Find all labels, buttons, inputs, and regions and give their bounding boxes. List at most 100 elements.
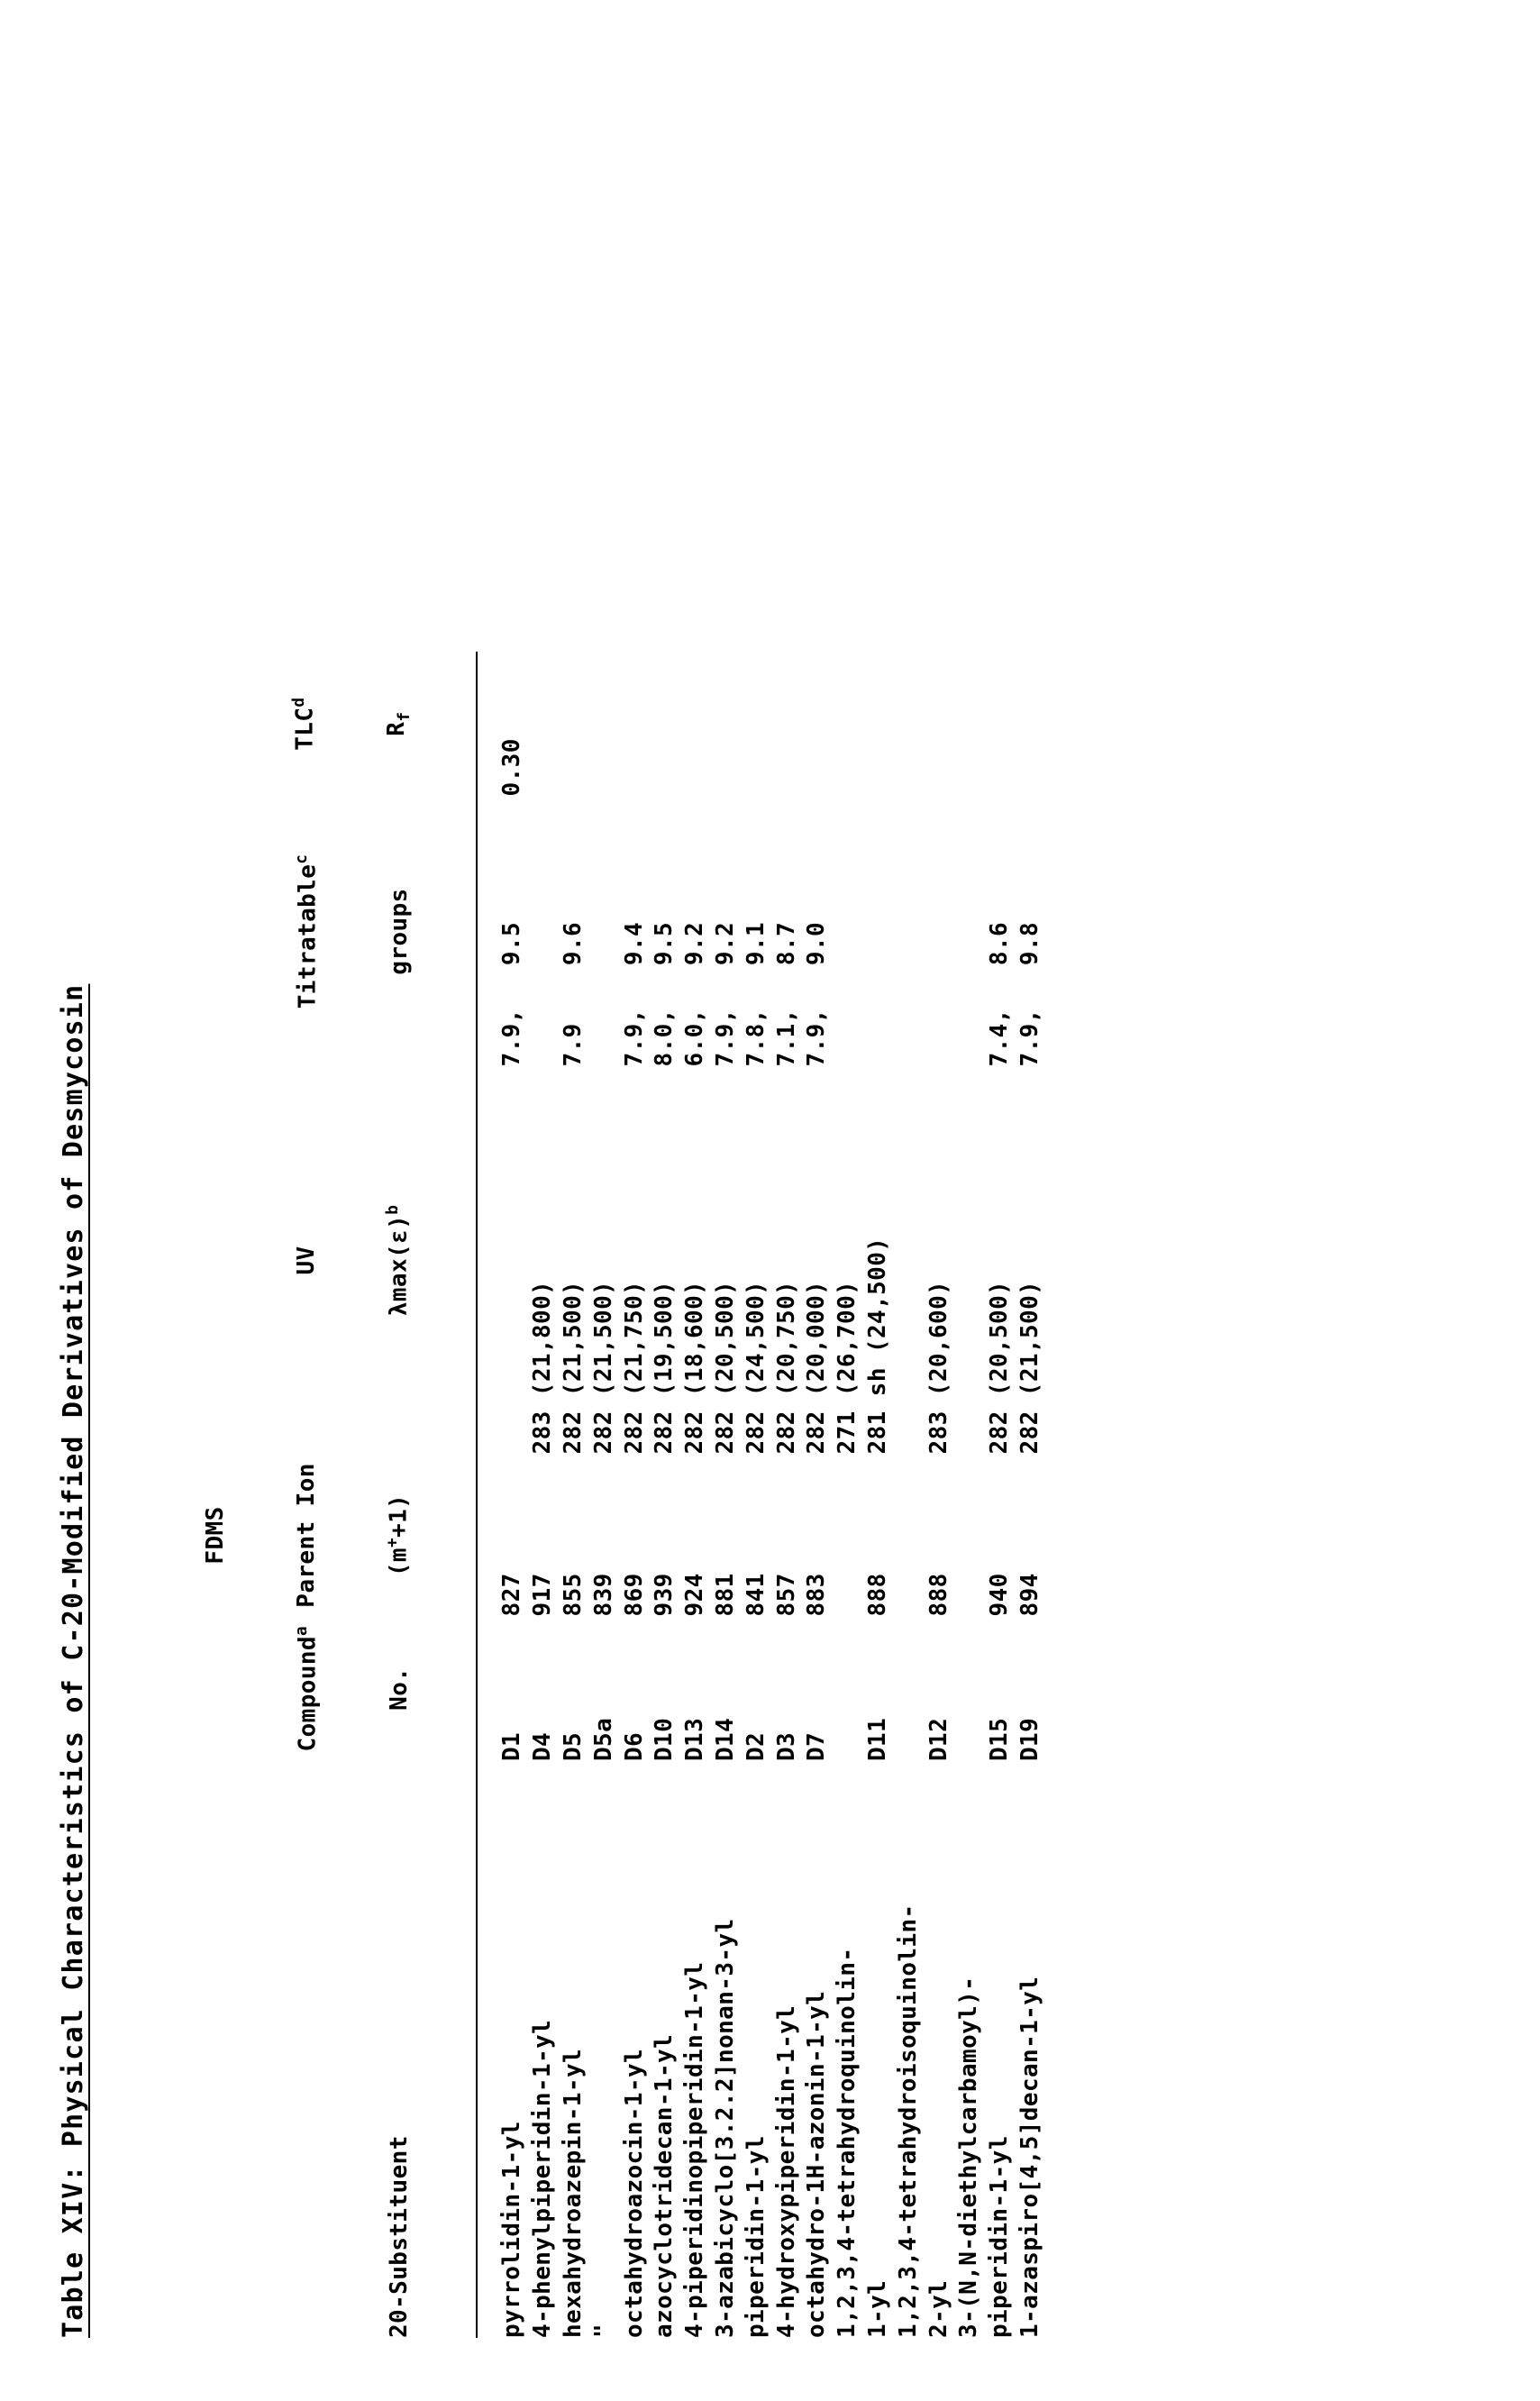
cell-compound-no: D15 <box>954 1616 1016 1761</box>
cell-tlc-rf <box>589 652 620 797</box>
cell-compound-no: D7 <box>802 1616 833 1761</box>
cell-substituent: 4-phenylpiperidin-1-yl <box>528 1761 559 2338</box>
substituent-line-1: 1,2,3,4-tetrahydroquinolin- <box>833 1761 863 2338</box>
cell-compound-no: D1 <box>477 1616 528 1761</box>
substituent-line-1: 4-hydroxypiperidin-1-yl <box>772 1761 803 2338</box>
cell-substituent: 4-piperidinopiperidin-1-yl <box>680 1761 711 2338</box>
cell-substituent: pyrrolidin-1-yl <box>477 1761 528 2338</box>
cell-titratable-groups <box>589 796 620 1066</box>
cell-uv: 282 (20,000) <box>802 1066 833 1454</box>
cell-titratable-groups: 7.9, 9.0 <box>802 796 833 1066</box>
cell-uv: 283 (20,600) <box>894 1066 955 1454</box>
cell-fdms: 924 <box>680 1454 711 1616</box>
titratable-header-footnote: c <box>293 854 311 864</box>
uv-line-1: 282 (21,500) <box>1016 1066 1046 1454</box>
uv-line-1: 282 (20,750) <box>772 1066 803 1454</box>
cell-titratable-groups: 6.0, 9.2 <box>680 796 711 1066</box>
cell-uv: 282 (20,500) <box>954 1066 1016 1454</box>
cell-fdms: 940 <box>954 1454 1016 1616</box>
cell-substituent: 1,2,3,4-tetrahydroisoquinolin-2-yl <box>894 1761 955 2338</box>
uv-header-line2: λmax(ε) <box>386 1215 413 1316</box>
substituent-line-1: 4-phenylpiperidin-1-yl <box>528 1761 559 2338</box>
cell-tlc-rf <box>680 652 711 797</box>
table-row: 1-azaspiro[4,5]decan-1-ylD19894282 (21,5… <box>1016 652 1046 2338</box>
cell-tlc-rf <box>802 652 833 797</box>
table-body: pyrrolidin-1-ylD18277.9, 9.50.304-phenyl… <box>477 652 1045 2338</box>
cell-uv: 271 (26,700)281 sh (24,500) <box>833 1066 894 1454</box>
tlc-header-rf: R <box>383 722 410 736</box>
substituent-line-1: 3-azabicyclo[3.2.2]nonan-3-yl <box>711 1761 742 2338</box>
cell-tlc-rf <box>650 652 680 797</box>
cell-uv: 282 (20,750) <box>772 1066 803 1454</box>
substituent-line-2: 2-yl <box>925 1761 955 2338</box>
cell-fdms: 939 <box>650 1454 680 1616</box>
cell-tlc-rf <box>954 652 1016 797</box>
cell-compound-no: D14 <box>711 1616 742 1761</box>
cell-fdms: 841 <box>742 1454 772 1616</box>
cell-titratable-groups: 7.8, 9.1 <box>742 796 772 1066</box>
cell-fdms: 894 <box>1016 1454 1046 1616</box>
cell-uv: 283 (21,800) <box>528 1066 559 1454</box>
header-row: 20-Substituent Compounda No. FDMS Parent… <box>140 652 477 2338</box>
uv-line-1: 282 (21,750) <box>620 1066 651 1454</box>
cell-titratable-groups: 7.4, 8.6 <box>954 796 1016 1066</box>
uv-line-2: 281 sh (24,500) <box>863 1066 894 1454</box>
table-row: piperidin-1-ylD2841282 (24,500)7.8, 9.1 <box>742 652 772 2338</box>
substituent-line-1: piperidin-1-yl <box>742 1761 772 2338</box>
uv-line-1: 282 (24,500) <box>742 1066 772 1454</box>
cell-substituent: piperidin-1-yl <box>742 1761 772 2338</box>
substituent-header-label: 20-Substituent <box>385 1761 415 2338</box>
table-row: 4-piperidinopiperidin-1-ylD13924282 (18,… <box>680 652 711 2338</box>
cell-titratable-groups: 7.9, 9.4 <box>620 796 651 1066</box>
cell-uv: 282 (20,500) <box>711 1066 742 1454</box>
uv-line-1: 282 (18,600) <box>680 1066 711 1454</box>
cell-compound-no: D5a <box>589 1616 620 1761</box>
table-header: 20-Substituent Compounda No. FDMS Parent… <box>140 652 477 2338</box>
table-row: 3-azabicyclo[3.2.2]nonan-3-ylD14881282 (… <box>711 652 742 2338</box>
cell-tlc-rf <box>833 652 894 797</box>
column-header-compound-no: Compounda No. <box>140 1616 477 1761</box>
titratable-header-line1: Titratable <box>295 864 322 1009</box>
cell-uv: 282 (21,500) <box>589 1066 620 1454</box>
cell-substituent: 1-azaspiro[4,5]decan-1-yl <box>1016 1761 1046 2338</box>
substituent-line-1: 1,2,3,4-tetrahydroisoquinolin- <box>894 1761 925 2338</box>
cell-fdms: 883 <box>802 1454 833 1616</box>
table-row: 1,2,3,4-tetrahydroquinolin-1-ylD11888271… <box>833 652 894 2338</box>
cell-tlc-rf <box>711 652 742 797</box>
tlc-header-line1: TLC <box>291 708 318 751</box>
cell-fdms: 857 <box>772 1454 803 1616</box>
table-row: 4-hydroxypiperidin-1-ylD3857282 (20,750)… <box>772 652 803 2338</box>
cell-compound-no: D2 <box>742 1616 772 1761</box>
tlc-header-rf-sub: f <box>396 712 414 722</box>
column-header-substituent: 20-Substituent <box>140 1761 477 2338</box>
uv-header-line1: UV <box>292 1066 323 1454</box>
cell-tlc-rf <box>742 652 772 797</box>
substituent-line-1: 4-piperidinopiperidin-1-yl <box>680 1761 711 2338</box>
table-row: 3-(N,N-diethylcarbamoyl)-piperidin-1-ylD… <box>954 652 1016 2338</box>
compound-header-line2: No. <box>385 1616 415 1761</box>
cell-substituent: azocyclotridecan-1-yl <box>650 1761 680 2338</box>
cell-fdms: 888 <box>833 1454 894 1616</box>
uv-line-1: 282 (20,500) <box>985 1066 1016 1454</box>
cell-compound-no: D10 <box>650 1616 680 1761</box>
cell-titratable-groups: 7.9, 9.5 <box>477 796 528 1066</box>
substituent-line-1: pyrrolidin-1-yl <box>497 1761 528 2338</box>
cell-tlc-rf <box>620 652 651 797</box>
fdms-header-plus: + <box>384 1538 402 1547</box>
substituent-line-1: " <box>589 1761 620 2338</box>
fdms-header-line3-end: +1) <box>386 1494 413 1538</box>
cell-titratable-groups: 7.9, 9.8 <box>1016 796 1046 1066</box>
table-row: octahydroazocin-1-ylD6869282 (21,750)7.9… <box>620 652 651 2338</box>
substituent-line-1: octahydro-1H-azonin-1-yl <box>802 1761 833 2338</box>
cell-titratable-groups <box>894 796 955 1066</box>
uv-line-1: 283 (20,600) <box>925 1066 955 1454</box>
cell-substituent: octahydro-1H-azonin-1-yl <box>802 1761 833 2338</box>
cell-compound-no: D3 <box>772 1616 803 1761</box>
cell-fdms: 839 <box>589 1454 620 1616</box>
cell-tlc-rf <box>559 652 589 797</box>
cell-compound-no: D13 <box>680 1616 711 1761</box>
column-header-tlc-rf: TLCd Rf <box>140 652 477 797</box>
column-header-titratable-groups: Titratablec groups <box>140 796 477 1066</box>
page-title: Table XIV: Physical Characteristics of C… <box>58 52 89 2338</box>
cell-uv: 282 (21,500) <box>559 1066 589 1454</box>
